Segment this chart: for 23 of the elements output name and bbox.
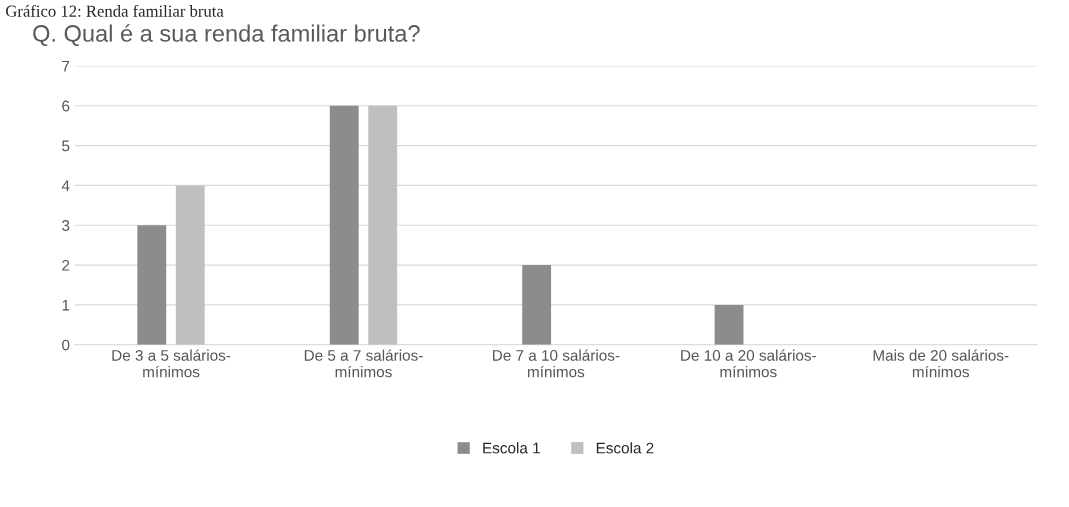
y-tick-label: 6: [62, 100, 70, 112]
x-tick-label: Mais de 20 salários- mínimos: [873, 349, 1009, 378]
y-tick-label: 4: [61, 180, 70, 191]
x-tick-label: De 3 a 5 salários- mínimos: [112, 349, 231, 378]
bar: [329, 105, 359, 345]
y-tick-label: 1: [62, 299, 70, 311]
x-tick-label: De 5 a 7 salários- mínimos: [304, 349, 423, 378]
y-tick-label: 7: [62, 60, 70, 72]
y-tick-label: 3: [62, 220, 70, 231]
x-tick-label: De 7 a 10 salários- mínimos: [493, 349, 620, 378]
text: Gráfico 12: Renda familiar bruta: [6, 4, 224, 17]
bar: [137, 225, 167, 345]
chart-title: Q. Qual é a sua renda familiar bruta?: [33, 24, 420, 47]
x-tick-label: De 10 a 20 salários- mínimos: [681, 349, 816, 378]
y-tick-label: 0: [62, 339, 70, 351]
bar: [522, 265, 552, 345]
bar: [175, 185, 205, 345]
bar: [714, 304, 744, 345]
y-tick-label: 5: [62, 140, 70, 152]
legend-label: Escola 1: [483, 442, 540, 454]
legend-label: Escola 2: [596, 442, 654, 454]
y-tick-label: 2: [62, 259, 70, 271]
bar: [368, 105, 398, 345]
